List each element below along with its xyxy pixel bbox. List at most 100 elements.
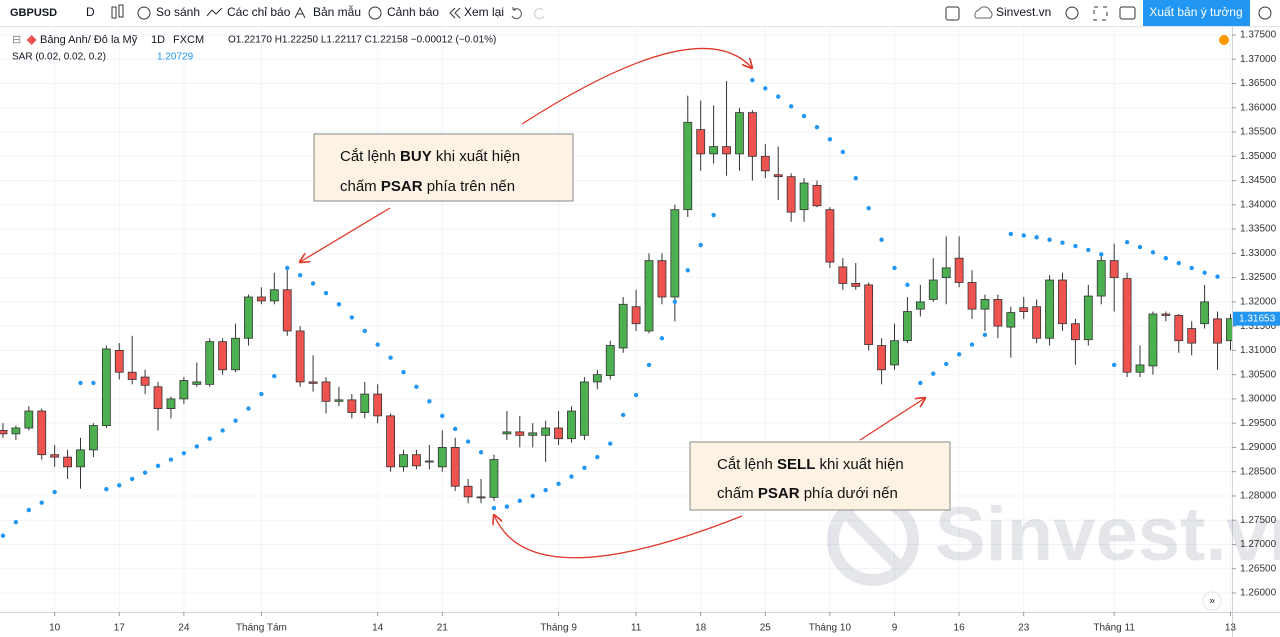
candle-body bbox=[373, 393, 383, 417]
psar-dot bbox=[414, 384, 419, 389]
indicator-name[interactable]: SAR (0.02, 0.02, 0.2) bbox=[12, 52, 106, 63]
x-tick-label: 13 bbox=[1225, 623, 1237, 634]
grid bbox=[0, 27, 1232, 612]
candle-body bbox=[11, 427, 21, 435]
candle-body bbox=[386, 415, 395, 468]
candle-body bbox=[1161, 313, 1171, 316]
replay-icon[interactable] bbox=[449, 7, 461, 19]
candle-body bbox=[967, 282, 977, 310]
psar-dot bbox=[543, 487, 548, 493]
undo[interactable] bbox=[511, 7, 522, 20]
templates-icon[interactable] bbox=[294, 6, 306, 19]
candle-body bbox=[321, 381, 331, 402]
y-tick-label: 1.35500 bbox=[1240, 127, 1277, 138]
indicators-icon[interactable] bbox=[206, 7, 223, 17]
stream-icon[interactable] bbox=[1258, 6, 1272, 20]
y-tick-label: 1.28000 bbox=[1240, 491, 1277, 502]
psar-dot bbox=[349, 315, 355, 320]
psar-dot bbox=[310, 281, 316, 286]
psar-dot bbox=[285, 265, 290, 271]
candle-body bbox=[127, 371, 137, 380]
x-tick-label: 23 bbox=[1018, 623, 1030, 634]
psar-dot bbox=[969, 342, 975, 347]
candle-body bbox=[101, 348, 111, 426]
candle-body bbox=[1187, 328, 1197, 344]
candle-body bbox=[915, 301, 925, 310]
candle-icon[interactable] bbox=[111, 4, 124, 19]
psar-dot bbox=[892, 265, 897, 271]
psar-dot bbox=[401, 370, 406, 375]
psar-dot bbox=[181, 451, 187, 456]
replay[interactable]: Xem lại bbox=[464, 5, 504, 19]
symbol[interactable]: GBPUSD bbox=[10, 7, 57, 19]
candle-body bbox=[903, 311, 912, 342]
y-tick-label: 1.34500 bbox=[1240, 175, 1277, 186]
scroll-icon[interactable]: » bbox=[1209, 596, 1215, 607]
psar-dot bbox=[491, 505, 497, 511]
psar-dot bbox=[1163, 255, 1169, 261]
psar-dot bbox=[129, 476, 135, 482]
annotation-text: PSAR bbox=[381, 178, 423, 195]
y-tick-label: 1.30000 bbox=[1240, 394, 1277, 405]
annotation-text: chấm bbox=[340, 178, 381, 195]
indicators[interactable]: Các chỉ báo bbox=[227, 5, 291, 19]
x-tick-label: 21 bbox=[437, 623, 449, 634]
psar-dot bbox=[685, 268, 690, 273]
interval[interactable]: D bbox=[86, 5, 95, 19]
psar-dot bbox=[698, 242, 703, 248]
compare[interactable]: So sánh bbox=[156, 5, 200, 19]
psar-dot bbox=[323, 290, 329, 296]
annotation-box bbox=[313, 133, 574, 202]
candle-body bbox=[1006, 312, 1016, 328]
candle-body bbox=[218, 341, 228, 371]
alerts-icon[interactable] bbox=[368, 6, 382, 20]
settings-icon[interactable] bbox=[1065, 6, 1079, 20]
annotation-text: SELL bbox=[777, 456, 815, 473]
candle-body bbox=[463, 485, 473, 498]
psar-dot bbox=[233, 418, 238, 423]
y-tick-label: 1.33500 bbox=[1240, 224, 1277, 235]
annotation-text: phía trên nến bbox=[423, 178, 516, 195]
candle-body bbox=[683, 121, 693, 211]
candle-body bbox=[722, 146, 731, 155]
x-tick-label: Tháng 11 bbox=[1093, 623, 1135, 634]
candle-body bbox=[592, 374, 602, 383]
psar-dot bbox=[659, 336, 665, 341]
collapse[interactable]: ⊟ bbox=[12, 34, 21, 46]
x-tick-label: Tháng Tám bbox=[236, 623, 287, 634]
cloud-icon[interactable] bbox=[974, 6, 993, 19]
account[interactable]: Sinvest.vn bbox=[996, 5, 1051, 19]
candle-body bbox=[580, 381, 589, 436]
psar-dot bbox=[1215, 274, 1220, 279]
publish-label[interactable]: Xuất bản ý tưởng bbox=[1149, 5, 1242, 19]
candle-body bbox=[192, 381, 202, 385]
candle-body bbox=[76, 449, 85, 468]
alerts[interactable]: Cảnh báo bbox=[387, 5, 439, 19]
warning[interactable] bbox=[1219, 35, 1229, 45]
scroll-button[interactable] bbox=[1202, 591, 1222, 611]
candle-body bbox=[851, 283, 861, 287]
annotation-buy: Cắt lệnh BUY khi xuất hiện chấm PSAR phí… bbox=[313, 133, 574, 202]
psar-dot bbox=[879, 237, 884, 242]
arrows bbox=[300, 47, 925, 559]
psar-dot bbox=[1176, 260, 1181, 266]
templates[interactable]: Bản mẫu bbox=[313, 4, 361, 19]
candle-body bbox=[747, 112, 757, 157]
candle-body bbox=[308, 381, 318, 384]
compare-icon[interactable] bbox=[137, 6, 151, 20]
fullscreen-box[interactable] bbox=[945, 6, 960, 21]
publish-button[interactable] bbox=[1143, 0, 1250, 26]
candle-body bbox=[541, 427, 551, 436]
candle-body bbox=[644, 260, 654, 332]
redo[interactable] bbox=[534, 8, 545, 20]
candle-body bbox=[502, 431, 512, 435]
psar-dot bbox=[840, 149, 846, 155]
annotation-box bbox=[689, 441, 951, 511]
x-tick-label: 17 bbox=[114, 623, 126, 634]
psar-dot bbox=[91, 380, 96, 386]
expand-icon[interactable] bbox=[1093, 6, 1108, 21]
candle-body bbox=[631, 306, 641, 325]
snapshot-icon[interactable] bbox=[1119, 6, 1136, 20]
psar-dot bbox=[478, 450, 484, 455]
candle-body bbox=[928, 279, 938, 300]
